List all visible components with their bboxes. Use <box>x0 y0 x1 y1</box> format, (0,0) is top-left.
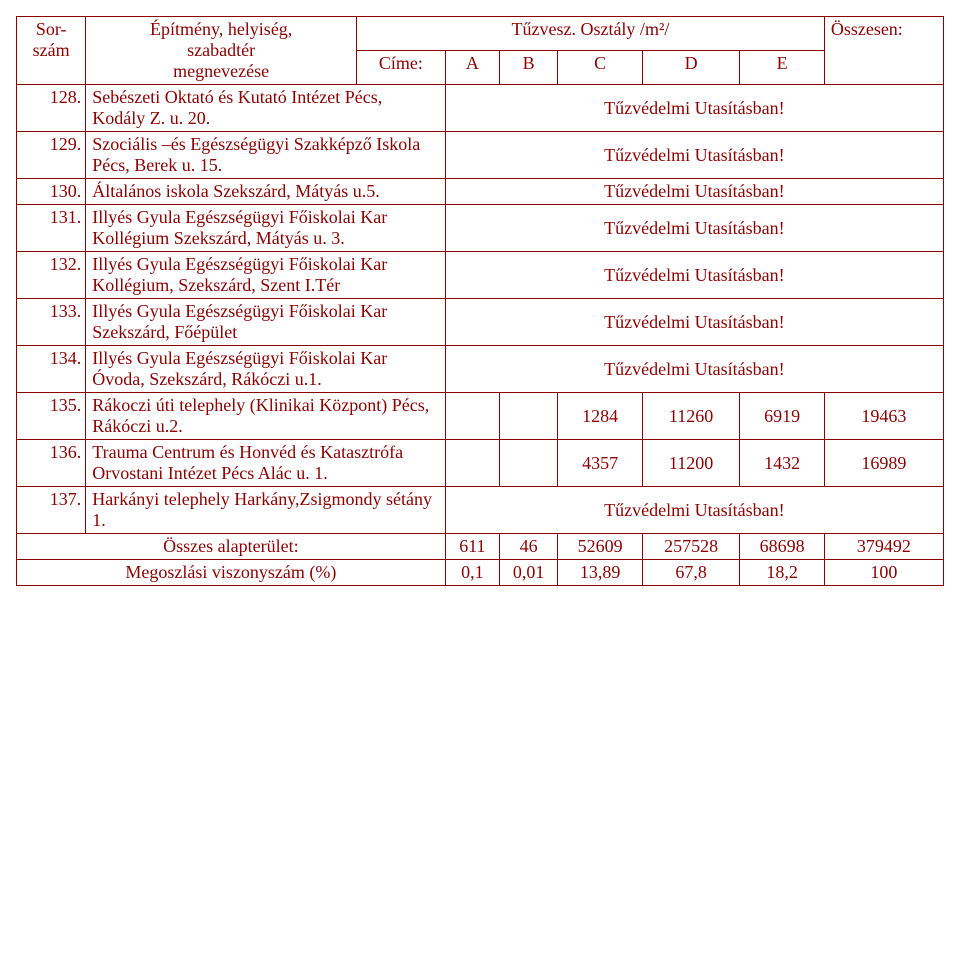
row-number: 133. <box>17 299 86 346</box>
row-number: 128. <box>17 85 86 132</box>
cell-d: 11200 <box>642 440 739 487</box>
hdr-sorszam: Sor- szám <box>17 17 86 85</box>
row-desc: Rákoczi úti telephely (Klinikai Központ)… <box>86 393 446 440</box>
row-note: Tűzvédelmi Utasításban! <box>445 346 943 393</box>
pct-b: 0,01 <box>499 560 557 586</box>
row-note: Tűzvédelmi Utasításban! <box>445 487 943 534</box>
table-row: 131. Illyés Gyula Egészségügyi Főiskolai… <box>17 205 944 252</box>
row-number: 131. <box>17 205 86 252</box>
cell-e: 6919 <box>740 393 825 440</box>
row-note: Tűzvédelmi Utasításban! <box>445 299 943 346</box>
row-number: 132. <box>17 252 86 299</box>
cell-d: 11260 <box>642 393 739 440</box>
total-sum: 379492 <box>824 534 943 560</box>
cell-sum: 19463 <box>824 393 943 440</box>
hdr-tuzvesz: Tűzvesz. Osztály /m²/ <box>357 17 825 51</box>
row-note: Tűzvédelmi Utasításban! <box>445 252 943 299</box>
row-desc: Harkányi telephely Harkány,Zsigmondy sét… <box>86 487 446 534</box>
hdr-megnevezes: Építmény, helyiség, szabadtér megnevezés… <box>86 17 357 85</box>
pct-sum: 100 <box>824 560 943 586</box>
row-desc: Illyés Gyula Egészségügyi Főiskolai Kar … <box>86 205 446 252</box>
cell-b <box>499 440 557 487</box>
total-a: 611 <box>445 534 499 560</box>
cell-b <box>499 393 557 440</box>
row-number: 129. <box>17 132 86 179</box>
table-row: 137. Harkányi telephely Harkány,Zsigmond… <box>17 487 944 534</box>
hdr-col-c: C <box>558 51 642 85</box>
row-number: 135. <box>17 393 86 440</box>
total-label: Összes alapterület: <box>17 534 446 560</box>
row-desc: Illyés Gyula Egészségügyi Főiskolai Kar … <box>86 299 446 346</box>
total-c: 52609 <box>558 534 642 560</box>
row-note: Tűzvédelmi Utasításban! <box>445 179 943 205</box>
hdr-col-b: B <box>499 51 557 85</box>
hdr-col-a: A <box>445 51 499 85</box>
row-number: 130. <box>17 179 86 205</box>
pct-c: 13,89 <box>558 560 642 586</box>
row-desc: Sebészeti Oktató és Kutató Intézet Pécs,… <box>86 85 446 132</box>
hdr-col-e: E <box>740 51 825 85</box>
pct-label: Megoszlási viszonyszám (%) <box>17 560 446 586</box>
header-row-1: Sor- szám Építmény, helyiség, szabadtér … <box>17 17 944 51</box>
row-note: Tűzvédelmi Utasításban! <box>445 205 943 252</box>
cell-sum: 16989 <box>824 440 943 487</box>
hdr-sor-line2: szám <box>23 40 79 61</box>
row-note: Tűzvédelmi Utasításban! <box>445 85 943 132</box>
row-desc: Általános iskola Szekszárd, Mátyás u.5. <box>86 179 446 205</box>
pct-a: 0,1 <box>445 560 499 586</box>
row-note: Tűzvédelmi Utasításban! <box>445 132 943 179</box>
cell-a <box>445 393 499 440</box>
total-d: 257528 <box>642 534 739 560</box>
hdr-sor-line1: Sor- <box>23 19 79 40</box>
cell-a <box>445 440 499 487</box>
main-table: Sor- szám Építmény, helyiség, szabadtér … <box>16 16 944 586</box>
table-row: 135. Rákoczi úti telephely (Klinikai Köz… <box>17 393 944 440</box>
total-e: 68698 <box>740 534 825 560</box>
table-row: 136. Trauma Centrum és Honvéd és Kataszt… <box>17 440 944 487</box>
table-row: 134. Illyés Gyula Egészségügyi Főiskolai… <box>17 346 944 393</box>
table-row: 129. Szociális –és Egészségügyi Szakképz… <box>17 132 944 179</box>
pct-d: 67,8 <box>642 560 739 586</box>
table-row: 133. Illyés Gyula Egészségügyi Főiskolai… <box>17 299 944 346</box>
pct-row: Megoszlási viszonyszám (%) 0,1 0,01 13,8… <box>17 560 944 586</box>
hdr-col-d: D <box>642 51 739 85</box>
table-row: 132. Illyés Gyula Egészségügyi Főiskolai… <box>17 252 944 299</box>
row-number: 134. <box>17 346 86 393</box>
row-number: 137. <box>17 487 86 534</box>
hdr-name-line2: szabadtér <box>92 40 350 61</box>
hdr-osszesen: Összesen: <box>824 17 943 85</box>
cell-c: 1284 <box>558 393 642 440</box>
row-desc: Illyés Gyula Egészségügyi Főiskolai Kar … <box>86 346 446 393</box>
hdr-cime: Címe: <box>357 51 446 85</box>
hdr-name-line3: megnevezése <box>92 61 350 82</box>
cell-c: 4357 <box>558 440 642 487</box>
row-number: 136. <box>17 440 86 487</box>
table-row: 130. Általános iskola Szekszárd, Mátyás … <box>17 179 944 205</box>
row-desc: Illyés Gyula Egészségügyi Főiskolai Kar … <box>86 252 446 299</box>
total-b: 46 <box>499 534 557 560</box>
row-desc: Trauma Centrum és Honvéd és Katasztrófa … <box>86 440 446 487</box>
cell-e: 1432 <box>740 440 825 487</box>
hdr-name-line1: Építmény, helyiség, <box>92 19 350 40</box>
pct-e: 18,2 <box>740 560 825 586</box>
table-row: 128. Sebészeti Oktató és Kutató Intézet … <box>17 85 944 132</box>
row-desc: Szociális –és Egészségügyi Szakképző Isk… <box>86 132 446 179</box>
total-row: Összes alapterület: 611 46 52609 257528 … <box>17 534 944 560</box>
